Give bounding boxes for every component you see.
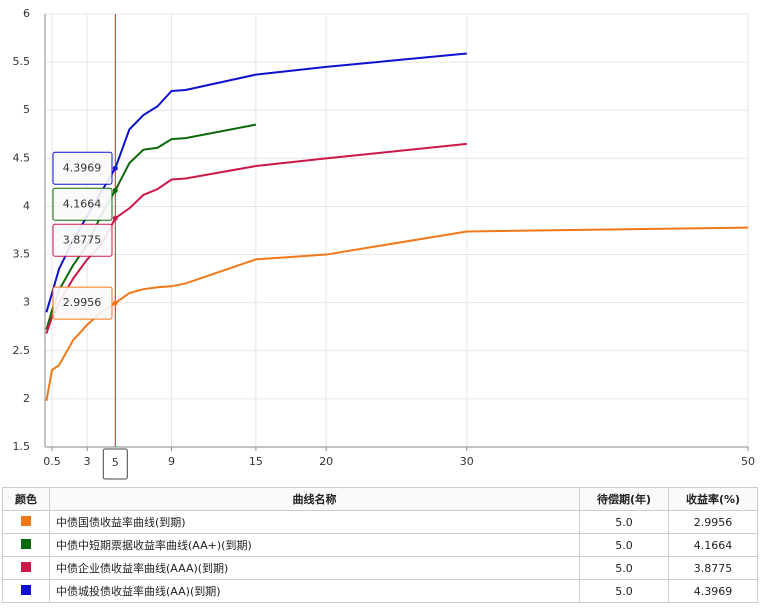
y-tick-label: 2.5 <box>13 344 31 357</box>
table-cell: 5.0 <box>579 579 669 603</box>
tooltip-label: 4.1664 <box>63 197 102 210</box>
table-cell: 中债国债收益率曲线(到期) <box>49 510 580 534</box>
x-tick-label: 20 <box>319 455 333 468</box>
tooltip-box <box>52 223 113 257</box>
x-tick-label: 9 <box>168 455 175 468</box>
y-tick-label: 2 <box>23 392 30 405</box>
data-table: 颜色 曲线名称 待偿期(年) 收益率(%) 中债国债收益率曲线(到期) 5.0 2.… <box>2 487 758 603</box>
crosshair-label: 5 <box>112 456 119 469</box>
y-tick-label: 6 <box>23 7 30 20</box>
table-cell: 中债城投债收益率曲线(AA)(到期) <box>49 579 580 603</box>
y-tick-label: 4.5 <box>13 151 31 164</box>
y-tick-label: 4 <box>23 199 30 212</box>
table-cell: 5.0 <box>579 556 669 580</box>
x-tick-label: 50 <box>741 455 755 468</box>
header-cell: 颜色 <box>2 487 50 511</box>
table-cell: 中债企业债收益率曲线(AAA)(到期) <box>49 556 580 580</box>
tooltip-box <box>52 187 113 221</box>
table-cell: 5.0 <box>579 533 669 557</box>
table-cell: 4.1664 <box>668 533 758 557</box>
y-tick-label: 1.5 <box>13 440 31 453</box>
x-tick-label: 15 <box>249 455 263 468</box>
series-line <box>45 52 467 313</box>
crosshair-box <box>102 448 128 480</box>
tooltip-label: 3.8775 <box>63 233 102 246</box>
table-cell: 2.9956 <box>668 510 758 534</box>
header-cell: 待偿期(年) <box>579 487 669 511</box>
point <box>112 165 118 171</box>
tooltip-box <box>52 286 113 320</box>
table-row: 中债国债收益率曲线(到期) 5.0 2.9956 <box>2 510 758 534</box>
table-cell: 中债中短期票据收益率曲线(AA+)(到期) <box>49 533 580 557</box>
color-swatch <box>21 584 31 595</box>
x-tick-label: 3 <box>84 455 91 468</box>
point <box>112 215 118 221</box>
header-cell: 曲线名称 <box>49 487 580 511</box>
y-tick-label: 5 <box>23 103 30 116</box>
table-cell: 5.0 <box>579 510 669 534</box>
color-cell <box>2 510 50 534</box>
table-cell: 3.8775 <box>668 556 758 580</box>
color-cell <box>2 556 50 580</box>
y-tick-label: 5.5 <box>13 55 31 68</box>
point <box>112 300 118 306</box>
x-tick-label: 30 <box>460 455 474 468</box>
chart: 1.5 2 2.5 3 3.5 4 4.5 5 5.5 6 0.5 3 9 15 20 30 50 5 4.3969… <box>13 7 755 480</box>
color-swatch <box>21 561 31 572</box>
table-cell: 4.3969 <box>668 579 758 603</box>
table-row: 中债城投债收益率曲线(AA)(到期) 5.0 4.3969 <box>2 579 758 603</box>
header-row: 颜色 曲线名称 待偿期(年) 收益率(%) <box>2 487 758 511</box>
y-tick-label: 3 <box>23 296 30 309</box>
point <box>112 187 118 193</box>
y-tick-label: 3.5 <box>13 248 31 261</box>
header-cell: 收益率(%) <box>668 487 758 511</box>
tooltip-box <box>52 151 113 185</box>
color-cell <box>2 579 50 603</box>
x-tick-label: 0.5 <box>43 455 61 468</box>
table-row: 中债企业债收益率曲线(AAA)(到期) 5.0 3.8775 <box>2 556 758 580</box>
color-swatch <box>21 515 31 526</box>
table-row: 中债中短期票据收益率曲线(AA+)(到期) 5.0 4.1664 <box>2 533 758 557</box>
color-cell <box>2 533 50 557</box>
tooltip-label: 2.9956 <box>63 296 102 309</box>
color-swatch <box>21 538 31 549</box>
series-line <box>45 226 749 401</box>
tooltip-label: 4.3969 <box>63 161 102 174</box>
